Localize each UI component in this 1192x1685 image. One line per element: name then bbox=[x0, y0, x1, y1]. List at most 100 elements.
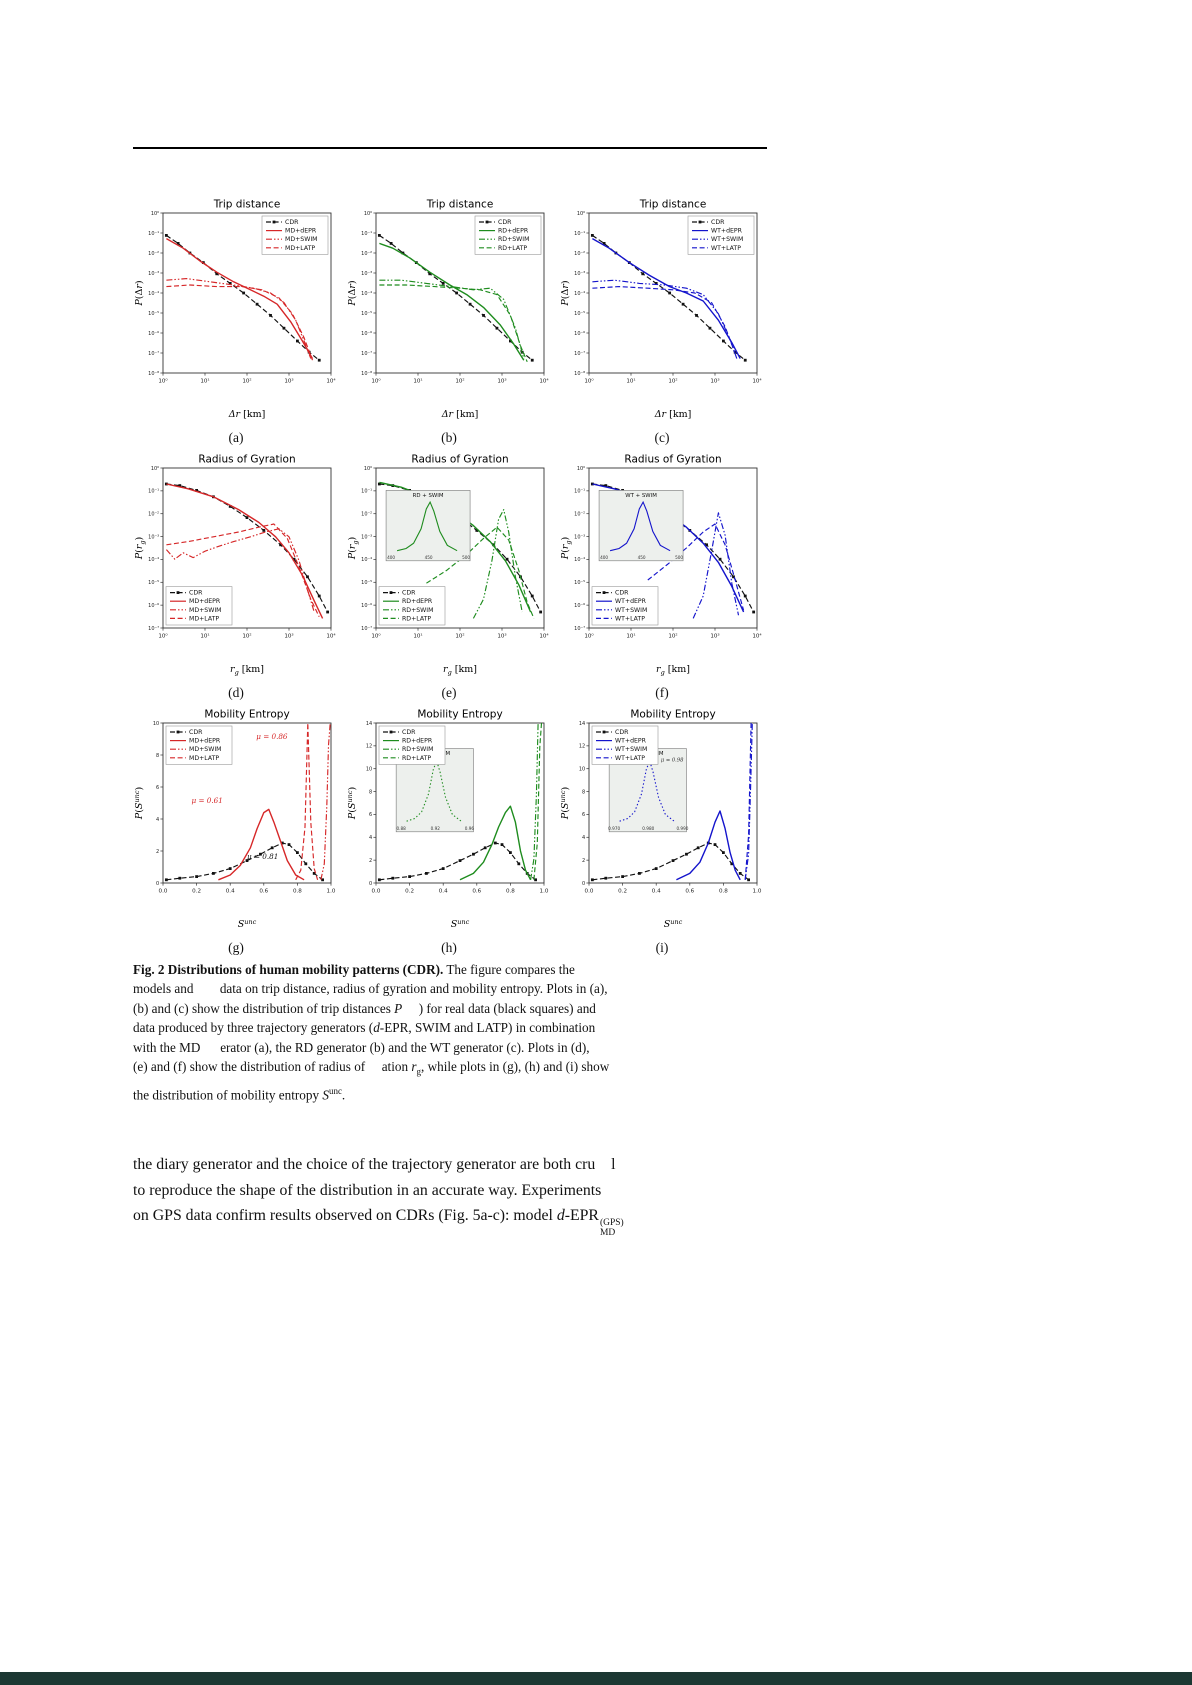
svg-text:10⁻⁵: 10⁻⁵ bbox=[361, 580, 372, 586]
svg-text:500: 500 bbox=[675, 555, 683, 560]
series-MD+SWIM bbox=[165, 527, 315, 612]
svg-text:RD + SWIM: RD + SWIM bbox=[413, 492, 444, 498]
legend-item-CDR: CDR bbox=[402, 729, 416, 736]
svg-text:10⁻⁴: 10⁻⁴ bbox=[148, 557, 159, 563]
text-segment: the distribution of mobility entropy bbox=[133, 1087, 323, 1103]
body-paragraph: the diary generator and the choice of th… bbox=[133, 1152, 767, 1239]
cap-line: data produced by three trajectory genera… bbox=[133, 1018, 767, 1038]
svg-text:10⁻⁷: 10⁻⁷ bbox=[148, 625, 159, 631]
text-segment: The figure compares the bbox=[443, 961, 575, 977]
svg-text:10¹: 10¹ bbox=[413, 377, 422, 384]
legend-item-WT+LATP: WT+LATP bbox=[615, 615, 645, 622]
svg-text:10⁴: 10⁴ bbox=[752, 377, 762, 384]
svg-text:10⁻⁴: 10⁻⁴ bbox=[148, 290, 159, 296]
series-WT+LATP bbox=[647, 523, 745, 611]
svg-text:8: 8 bbox=[156, 752, 159, 758]
svg-text:10⁰: 10⁰ bbox=[364, 210, 372, 216]
svg-text:4: 4 bbox=[582, 835, 585, 841]
svg-text:8: 8 bbox=[582, 789, 585, 795]
svg-text:400: 400 bbox=[387, 555, 395, 560]
text-segment: on GPS data confirm results observed on … bbox=[133, 1207, 557, 1225]
x-axis-label: Sunc bbox=[238, 917, 257, 929]
legend-item-RD+dEPR: RD+dEPR bbox=[402, 737, 433, 744]
chart-f: Radius of Gyration 10⁰ 10¹ 10² 10³ 10⁴ 10⁰ 10⁻¹… bbox=[560, 453, 762, 676]
figure-panel-g: Mobility Entropy 0.0 0.2 0.4 0.6 0.8 1.0 10 8 6 4 2… bbox=[133, 707, 339, 958]
svg-text:10⁻⁴: 10⁻⁴ bbox=[361, 290, 372, 296]
svg-text:0.0: 0.0 bbox=[159, 888, 168, 894]
svg-text:1.0: 1.0 bbox=[753, 888, 762, 894]
svg-text:10⁰: 10⁰ bbox=[151, 210, 159, 216]
svg-text:0.8: 0.8 bbox=[293, 888, 302, 894]
text-segment bbox=[200, 1040, 220, 1055]
figure-panel-i: Mobility Entropy 0.0 0.2 0.4 0.6 0.8 1.0 14 12 10… bbox=[559, 707, 765, 958]
annotation: μ = 0.81 bbox=[247, 852, 278, 861]
legend-item-RD+SWIM: RD+SWIM bbox=[498, 236, 529, 243]
svg-text:10⁻⁸: 10⁻⁸ bbox=[361, 370, 372, 376]
text-segment: , while plots in (g), (h) and (i) show bbox=[420, 1059, 610, 1075]
legend-item-RD+SWIM: RD+SWIM bbox=[402, 606, 433, 613]
chart-e: Radius of Gyration 10⁰ 10¹ 10² 10³ 10⁴ 10⁰ 10⁻¹… bbox=[347, 453, 549, 676]
svg-text:10⁰: 10⁰ bbox=[371, 377, 381, 384]
svg-text:4: 4 bbox=[156, 816, 159, 822]
svg-text:10²: 10² bbox=[455, 377, 464, 384]
svg-text:10⁰: 10⁰ bbox=[158, 377, 168, 384]
legend-item-CDR: CDR bbox=[615, 729, 629, 736]
chart-title: Mobility Entropy bbox=[204, 708, 289, 720]
svg-text:10⁻⁸: 10⁻⁸ bbox=[574, 370, 585, 376]
svg-text:500: 500 bbox=[462, 555, 470, 560]
figure-caption: Fig. 2 Distributions of human mobility p… bbox=[133, 960, 767, 1106]
legend-item-WT+SWIM: WT+SWIM bbox=[711, 236, 743, 243]
svg-text:10¹: 10¹ bbox=[200, 632, 209, 639]
series-WT+SWIM bbox=[692, 511, 740, 619]
chart-title: Trip distance bbox=[426, 198, 494, 210]
chart-i: Mobility Entropy 0.0 0.2 0.4 0.6 0.8 1.0 14 12 10… bbox=[559, 708, 762, 930]
series-RD+LATP bbox=[426, 526, 535, 619]
svg-text:10⁰: 10⁰ bbox=[158, 632, 168, 639]
svg-text:10⁴: 10⁴ bbox=[539, 377, 549, 384]
svg-text:0.2: 0.2 bbox=[192, 888, 201, 894]
chart-title: Radius of Gyration bbox=[198, 453, 295, 465]
svg-text:10⁻⁵: 10⁻⁵ bbox=[148, 310, 159, 316]
legend-item-RD+LATP: RD+LATP bbox=[402, 754, 431, 761]
series-RD+LATP bbox=[379, 284, 528, 362]
series-MD+dEPR bbox=[218, 808, 305, 881]
svg-text:0.6: 0.6 bbox=[259, 888, 268, 894]
svg-text:10⁴: 10⁴ bbox=[752, 632, 762, 639]
svg-text:0.96: 0.96 bbox=[465, 826, 475, 831]
text-segment: -EPR bbox=[564, 1207, 599, 1225]
svg-text:10⁻³: 10⁻³ bbox=[148, 534, 159, 540]
series-MD+dEPR bbox=[166, 482, 324, 619]
svg-text:10⁻⁷: 10⁻⁷ bbox=[148, 350, 159, 356]
text-segment: (b) and (c) show the distribution of tri… bbox=[133, 1000, 395, 1016]
x-axis-label: Sunc bbox=[664, 917, 683, 929]
legend-item-MD+SWIM: MD+SWIM bbox=[189, 606, 222, 613]
text-segment: Fig. 2 Distributions of human mobility p… bbox=[133, 961, 444, 977]
legend-item-RD+dEPR: RD+dEPR bbox=[498, 227, 529, 234]
svg-text:0.4: 0.4 bbox=[652, 888, 661, 894]
svg-text:10⁻⁸: 10⁻⁸ bbox=[148, 370, 159, 376]
svg-text:10²: 10² bbox=[242, 377, 251, 384]
panel-sublabel-d: (d) bbox=[228, 684, 244, 700]
svg-text:0.0: 0.0 bbox=[585, 888, 594, 894]
legend-item-MD+dEPR: MD+dEPR bbox=[189, 737, 221, 744]
svg-text:10²: 10² bbox=[668, 632, 677, 639]
svg-text:10⁻²: 10⁻² bbox=[148, 511, 159, 517]
panel-sublabel-c: (c) bbox=[654, 429, 670, 445]
cap-line: Fig. 2 Distributions of human mobility p… bbox=[133, 960, 767, 980]
x-axis-label: Δr [km] bbox=[654, 409, 692, 420]
text-segment: S bbox=[322, 1087, 329, 1103]
figure-panel-f: Radius of Gyration 10⁰ 10¹ 10² 10³ 10⁴ 10⁰ 10⁻¹… bbox=[559, 452, 765, 703]
series-RD+LATP bbox=[533, 722, 543, 880]
legend-item-WT+LATP: WT+LATP bbox=[615, 754, 645, 761]
svg-text:12: 12 bbox=[366, 743, 372, 749]
svg-text:10⁴: 10⁴ bbox=[326, 377, 336, 384]
svg-text:10⁰: 10⁰ bbox=[371, 632, 381, 639]
svg-text:WT + SWIM: WT + SWIM bbox=[625, 492, 657, 498]
svg-text:10⁻³: 10⁻³ bbox=[361, 534, 372, 540]
series-WT+SWIM bbox=[744, 722, 753, 880]
figure-grid: Trip distance 10⁰ 10¹ 10² 10³ 10⁴ 10⁰ 10⁻¹ 10⁻² 1… bbox=[133, 197, 767, 958]
